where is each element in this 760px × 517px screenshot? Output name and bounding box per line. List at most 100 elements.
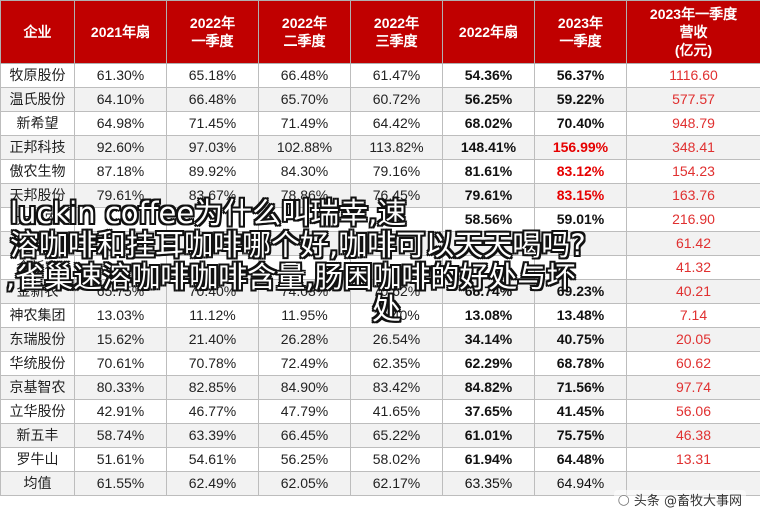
debt-ratio-cell xyxy=(166,207,259,232)
table-row: 罗牛山 51.61% 54.61% 56.25% 58.02% 61.94% 64.48% 1… xyxy=(0,447,760,472)
revenue-cell: 154.23 xyxy=(626,159,760,184)
table-row: 大北农 58.56% 59.01% 216.90 xyxy=(0,207,760,232)
debt-ratio-2023q1-cell: 75.75% xyxy=(534,423,627,448)
debt-ratio-2022-cell: 61.94% xyxy=(442,447,535,472)
debt-ratio-cell: 82.85% xyxy=(166,375,259,400)
revenue-cell: 216.90 xyxy=(626,207,760,232)
header-2022-q3: 2022年 三季度 xyxy=(350,0,443,64)
debt-ratio-cell: 62.35% xyxy=(350,351,443,376)
debt-ratio-2022-cell: 34.14% xyxy=(442,327,535,352)
revenue-cell: 41.32 xyxy=(626,255,760,280)
debt-ratio-2022-cell: 68.02% xyxy=(442,111,535,136)
revenue-cell: 1116.60 xyxy=(626,63,760,88)
debt-ratio-cell: 56.25% xyxy=(258,447,351,472)
debt-ratio-cell: 71.45% xyxy=(166,111,259,136)
header-2022-q1: 2022年 一季度 xyxy=(166,0,259,64)
debt-ratio-2023q1-cell: 83.12% xyxy=(534,159,627,184)
debt-ratio-cell: 26.54% xyxy=(350,327,443,352)
revenue-cell: 61.42 xyxy=(626,231,760,256)
debt-ratio-2023q1-cell: 68.78% xyxy=(534,351,627,376)
table-row: 正邦科技 92.60% 97.03% 102.88% 113.82% 148.41% 156… xyxy=(0,135,760,160)
company-name-cell: 天邦股份 xyxy=(0,183,75,208)
debt-ratio-cell: 58.02% xyxy=(350,447,443,472)
debt-ratio-2022-cell: 84.82% xyxy=(442,375,535,400)
debt-ratio-cell: 64.10% xyxy=(74,87,167,112)
table-row: 金新农 65.75% 70.40% 74.03% 70.62% 68.74% 69.23% 4… xyxy=(0,279,760,304)
debt-ratio-cell: 61.55% xyxy=(74,471,167,496)
debt-ratio-cell xyxy=(258,207,351,232)
debt-ratio-cell: 62.17% xyxy=(350,471,443,496)
debt-ratio-cell: 62.49% xyxy=(166,471,259,496)
table-row: 新希望 64.98% 71.45% 71.49% 64.42% 68.02% 70.40% 9… xyxy=(0,111,760,136)
revenue-cell: 348.41 xyxy=(626,135,760,160)
data-table: 企业 2021年扇 2022年 一季度 2022年 二季度 2022年 三季度 202… xyxy=(0,0,760,496)
debt-ratio-cell: 62.05% xyxy=(258,471,351,496)
debt-ratio-cell xyxy=(350,255,443,280)
debt-ratio-cell: 79.16% xyxy=(350,159,443,184)
revenue-cell: 20.05 xyxy=(626,327,760,352)
debt-ratio-cell: 70.78% xyxy=(166,351,259,376)
revenue-cell: 7.14 xyxy=(626,303,760,328)
debt-ratio-cell: 46.77% xyxy=(166,399,259,424)
debt-ratio-2023q1-cell: 64.94% xyxy=(534,471,627,496)
revenue-cell: 60.62 xyxy=(626,351,760,376)
debt-ratio-cell xyxy=(74,231,167,256)
watermark-text: 头条 @畜牧大事网 xyxy=(633,494,742,509)
overlay-line-1: luckin coffee为什么叫瑞幸,速 xyxy=(10,196,407,230)
debt-ratio-cell: 66.48% xyxy=(166,87,259,112)
debt-ratio-cell: 47.79% xyxy=(258,399,351,424)
header-2022: 2022年扇 xyxy=(442,0,535,64)
table-row: 金新农 41.32 xyxy=(0,255,760,280)
header-company: 企业 xyxy=(0,0,75,64)
debt-ratio-cell xyxy=(350,207,443,232)
debt-ratio-2023q1-cell: 70.40% xyxy=(534,111,627,136)
debt-ratio-cell: 65.18% xyxy=(166,63,259,88)
table-row: 立华股份 42.91% 46.77% 47.79% 41.65% 37.65% 41.45%… xyxy=(0,399,760,424)
title-overlay[interactable]: luckin coffee为什么叫瑞幸,速 溶咖啡和挂耳咖啡哪个好,咖啡可以天天… xyxy=(0,196,760,346)
header-revenue: 2023年一季度 营收 (亿元) xyxy=(626,0,760,64)
debt-ratio-cell: 64.42% xyxy=(350,111,443,136)
company-name-cell: 正邦科技 xyxy=(0,135,75,160)
debt-ratio-cell: 66.48% xyxy=(258,63,351,88)
debt-ratio-cell: 87.18% xyxy=(74,159,167,184)
debt-ratio-cell: 92.60% xyxy=(74,135,167,160)
debt-ratio-2022-cell: 56.25% xyxy=(442,87,535,112)
debt-ratio-2023q1-cell: 56.37% xyxy=(534,63,627,88)
debt-ratio-cell xyxy=(74,207,167,232)
debt-ratio-cell: 72.49% xyxy=(258,351,351,376)
revenue-cell: 40.21 xyxy=(626,279,760,304)
table-row: 天邦股份 79.61% 83.67% 78.86% 76.45% 79.61% 83.15%… xyxy=(0,183,760,208)
table-row: 傲农生物 87.18% 89.92% 84.30% 79.16% 81.61% 83.12%… xyxy=(0,159,760,184)
debt-ratio-cell: 89.92% xyxy=(166,159,259,184)
debt-ratio-2023q1-cell: 64.48% xyxy=(534,447,627,472)
header-2023-q1: 2023年 一季度 xyxy=(534,0,627,64)
debt-ratio-cell: 51.61% xyxy=(74,447,167,472)
company-name-cell: 罗牛山 xyxy=(0,447,75,472)
table-row: 东瑞股份 15.62% 21.40% 26.28% 26.54% 34.14% 40.75%… xyxy=(0,327,760,352)
debt-ratio-2022-cell: 62.29% xyxy=(442,351,535,376)
debt-ratio-cell: 11.40% xyxy=(350,303,443,328)
revenue-cell: 948.79 xyxy=(626,111,760,136)
debt-ratio-cell: 26.28% xyxy=(258,327,351,352)
company-name-cell: 温氏股份 xyxy=(0,87,75,112)
company-name-cell: 均值 xyxy=(0,471,75,496)
debt-ratio-2022-cell: 79.61% xyxy=(442,183,535,208)
debt-ratio-2023q1-cell xyxy=(534,231,627,256)
revenue-cell: 56.06 xyxy=(626,399,760,424)
debt-ratio-2023q1-cell: 13.48% xyxy=(534,303,627,328)
revenue-cell: 97.74 xyxy=(626,375,760,400)
company-name-cell: 华统股份 xyxy=(0,351,75,376)
overlay-line-4: 处 xyxy=(372,292,402,326)
debt-ratio-cell: 65.70% xyxy=(258,87,351,112)
debt-ratio-cell xyxy=(258,255,351,280)
company-name-cell: 新五丰 xyxy=(0,423,75,448)
debt-ratio-2022-cell: 68.74% xyxy=(442,279,535,304)
header-row: 企业 2021年扇 2022年 一季度 2022年 二季度 2022年 三季度 202… xyxy=(0,0,760,64)
debt-ratio-cell: 13.03% xyxy=(74,303,167,328)
debt-ratio-cell: 84.30% xyxy=(258,159,351,184)
table-row: 牧原股份 61.30% 65.18% 66.48% 61.47% 54.36% 56.37%… xyxy=(0,63,760,88)
debt-ratio-cell: 113.82% xyxy=(350,135,443,160)
debt-ratio-cell xyxy=(166,231,259,256)
debt-ratio-2023q1-cell: 59.01% xyxy=(534,207,627,232)
header-2021: 2021年扇 xyxy=(74,0,167,64)
